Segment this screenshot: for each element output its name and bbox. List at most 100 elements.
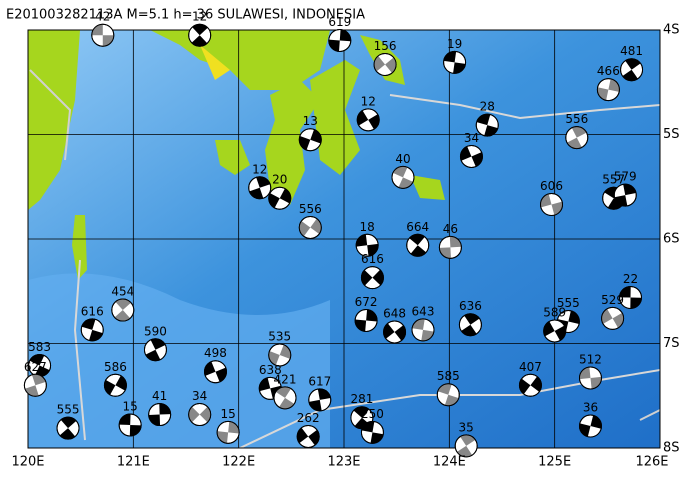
- beachball-edge: [373, 52, 397, 76]
- beachball-edge: [203, 360, 227, 384]
- beachball: [458, 313, 482, 337]
- beachball-edge: [248, 176, 272, 200]
- beachball-quadrant: [412, 318, 434, 341]
- beachball-edge: [308, 388, 332, 412]
- beachball: [619, 286, 643, 310]
- beachball-edge: [383, 320, 407, 344]
- beachball-quadrant: [601, 308, 624, 328]
- depth-label: 466: [597, 64, 620, 78]
- beachball-quadrant: [356, 234, 379, 257]
- beachball: [391, 165, 415, 189]
- depth-label: 35: [459, 420, 474, 434]
- beachball-edge: [578, 414, 602, 438]
- depth-label: 556: [299, 202, 322, 216]
- beachball-edge: [411, 318, 435, 342]
- depth-label: 638: [259, 363, 282, 377]
- beachball-edge: [454, 434, 478, 458]
- beachball: [91, 23, 115, 47]
- plate-boundary: [73, 94, 660, 448]
- beachball-edge: [103, 373, 127, 397]
- beachball-edge: [620, 58, 644, 82]
- beachball-edge: [356, 108, 380, 132]
- beachball-edge: [273, 386, 297, 410]
- depth-label: 156: [374, 39, 397, 53]
- beachball-quadrant: [361, 269, 384, 286]
- beachball-edge: [565, 126, 589, 150]
- beachball: [354, 309, 378, 333]
- highland: [200, 45, 230, 80]
- beachball: [613, 183, 637, 207]
- beachball-edge: [298, 128, 322, 152]
- beachball-edge: [216, 420, 240, 444]
- beachball-quadrant: [268, 188, 291, 208]
- beachball-quadrant: [104, 375, 127, 395]
- beachball-quadrant: [328, 29, 351, 52]
- beachball-quadrant: [145, 338, 166, 361]
- depth-label: 555: [57, 403, 80, 417]
- depth-label: 407: [519, 360, 542, 374]
- land: [215, 140, 250, 175]
- beachball: [216, 420, 240, 444]
- beachball-edge: [268, 186, 292, 210]
- x-tick-label: 121E: [117, 455, 150, 470]
- depth-label: 648: [383, 307, 406, 321]
- beachball: [23, 373, 47, 397]
- beachball-edge: [613, 183, 637, 207]
- beachball-quadrant: [217, 421, 240, 444]
- depth-label: 535: [268, 329, 291, 343]
- beachball: [143, 338, 167, 362]
- beachball-quadrant: [275, 386, 295, 409]
- beachball-edge: [91, 23, 115, 47]
- beachball: [565, 126, 589, 150]
- y-tick-label: 4S: [663, 23, 680, 38]
- beachball-edge: [543, 319, 567, 343]
- beachball-quadrant: [204, 361, 227, 382]
- beachball-edge: [458, 313, 482, 337]
- depth-label: 40: [395, 152, 410, 166]
- depth-label: 15: [220, 407, 235, 421]
- beachball-quadrant: [439, 236, 462, 259]
- beachball-quadrant: [268, 344, 291, 366]
- beachball: [360, 420, 384, 444]
- depth-label: 12: [361, 94, 376, 108]
- depth-label: 585: [437, 369, 460, 383]
- beachball: [111, 298, 135, 322]
- beachball-quadrant: [81, 318, 103, 341]
- beachball-quadrant: [119, 414, 142, 437]
- beachball-quadrant: [24, 374, 46, 397]
- depth-label: 41: [152, 389, 167, 403]
- depth-label: 421: [274, 372, 297, 386]
- beachball: [540, 193, 564, 217]
- beachball-edge: [406, 233, 430, 257]
- beachball: [578, 366, 602, 390]
- beachball-edge: [188, 23, 212, 47]
- depth-label: 34: [192, 389, 207, 403]
- beachball: [578, 414, 602, 438]
- beachball-edge: [578, 366, 602, 390]
- beachball-quadrant: [461, 313, 480, 336]
- beachball: [383, 320, 407, 344]
- depth-label: 12: [252, 162, 267, 176]
- beachball-quadrant: [409, 234, 427, 257]
- x-tick-label: 120E: [11, 455, 44, 470]
- beachball-quadrant: [456, 434, 476, 457]
- beachball: [443, 50, 467, 74]
- beachball-edge: [360, 420, 384, 444]
- depth-label: 28: [480, 100, 495, 114]
- beachball-quadrant: [91, 24, 114, 47]
- beachball-quadrant: [392, 166, 414, 189]
- beachball: [373, 52, 397, 76]
- beachball-quadrant: [519, 376, 542, 395]
- beachball-edge: [111, 298, 135, 322]
- beachball-quadrant: [460, 146, 483, 167]
- beachball: [620, 58, 644, 82]
- beachball-edge: [328, 28, 352, 52]
- depth-label: 627: [24, 360, 47, 374]
- beachball-edge: [354, 309, 378, 333]
- depth-label: 586: [104, 360, 127, 374]
- depth-label: 481: [620, 44, 643, 58]
- land: [265, 80, 320, 205]
- beachball-quadrant: [249, 176, 271, 199]
- beachball-edge: [268, 343, 292, 367]
- beachball-quadrant: [357, 110, 380, 130]
